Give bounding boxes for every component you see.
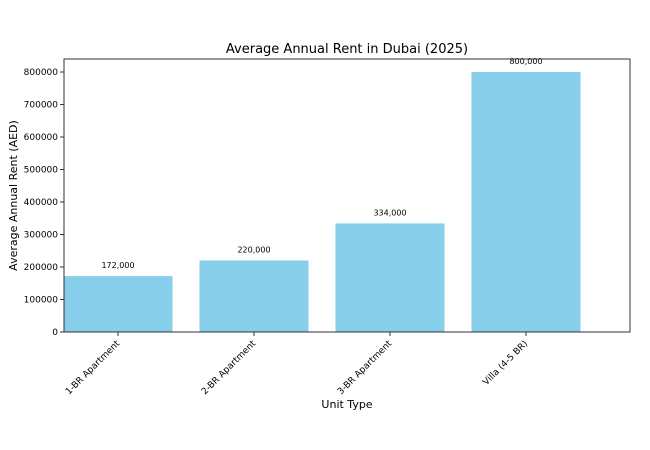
bar-value-label: 172,000 xyxy=(101,261,134,270)
bars xyxy=(63,72,581,332)
bar-value-label: 800,000 xyxy=(509,57,542,66)
bar xyxy=(63,276,173,332)
x-axis-label: Unit Type xyxy=(321,398,372,411)
y-tick-label: 400000 xyxy=(24,198,59,208)
y-tick-label: 500000 xyxy=(24,166,59,176)
x-tick-label: 3-BR Apartment xyxy=(336,339,394,397)
bar xyxy=(335,223,445,332)
chart-title: Average Annual Rent in Dubai (2025) xyxy=(226,42,468,57)
bar xyxy=(199,260,309,332)
x-axis-ticks: 1-BR Apartment 2-BR Apartment 3-BR Apartme… xyxy=(64,332,530,397)
bar-value-label: 220,000 xyxy=(237,246,270,255)
x-tick-label: 2-BR Apartment xyxy=(200,339,258,397)
y-tick-label: 300000 xyxy=(24,231,59,241)
bar-value-label: 334,000 xyxy=(373,208,406,217)
bar-value-labels: 172,000 220,000 334,000 800,000 xyxy=(101,57,542,270)
y-tick-label: 800000 xyxy=(24,68,59,78)
y-tick-label: 0 xyxy=(52,328,58,338)
y-tick-label: 100000 xyxy=(24,296,59,306)
y-tick-label: 200000 xyxy=(24,263,59,273)
y-tick-label: 700000 xyxy=(24,101,59,111)
x-tick-label: Villa (4-5 BR) xyxy=(481,339,530,388)
x-tick-label: 1-BR Apartment xyxy=(64,339,122,397)
bar xyxy=(471,72,581,332)
y-tick-label: 600000 xyxy=(24,133,59,143)
y-axis-ticks: 0 100000 200000 300000 400000 500000 600000 700… xyxy=(24,68,64,338)
y-axis-label: Average Annual Rent (AED) xyxy=(7,120,20,271)
plot-area-frame xyxy=(63,58,631,333)
